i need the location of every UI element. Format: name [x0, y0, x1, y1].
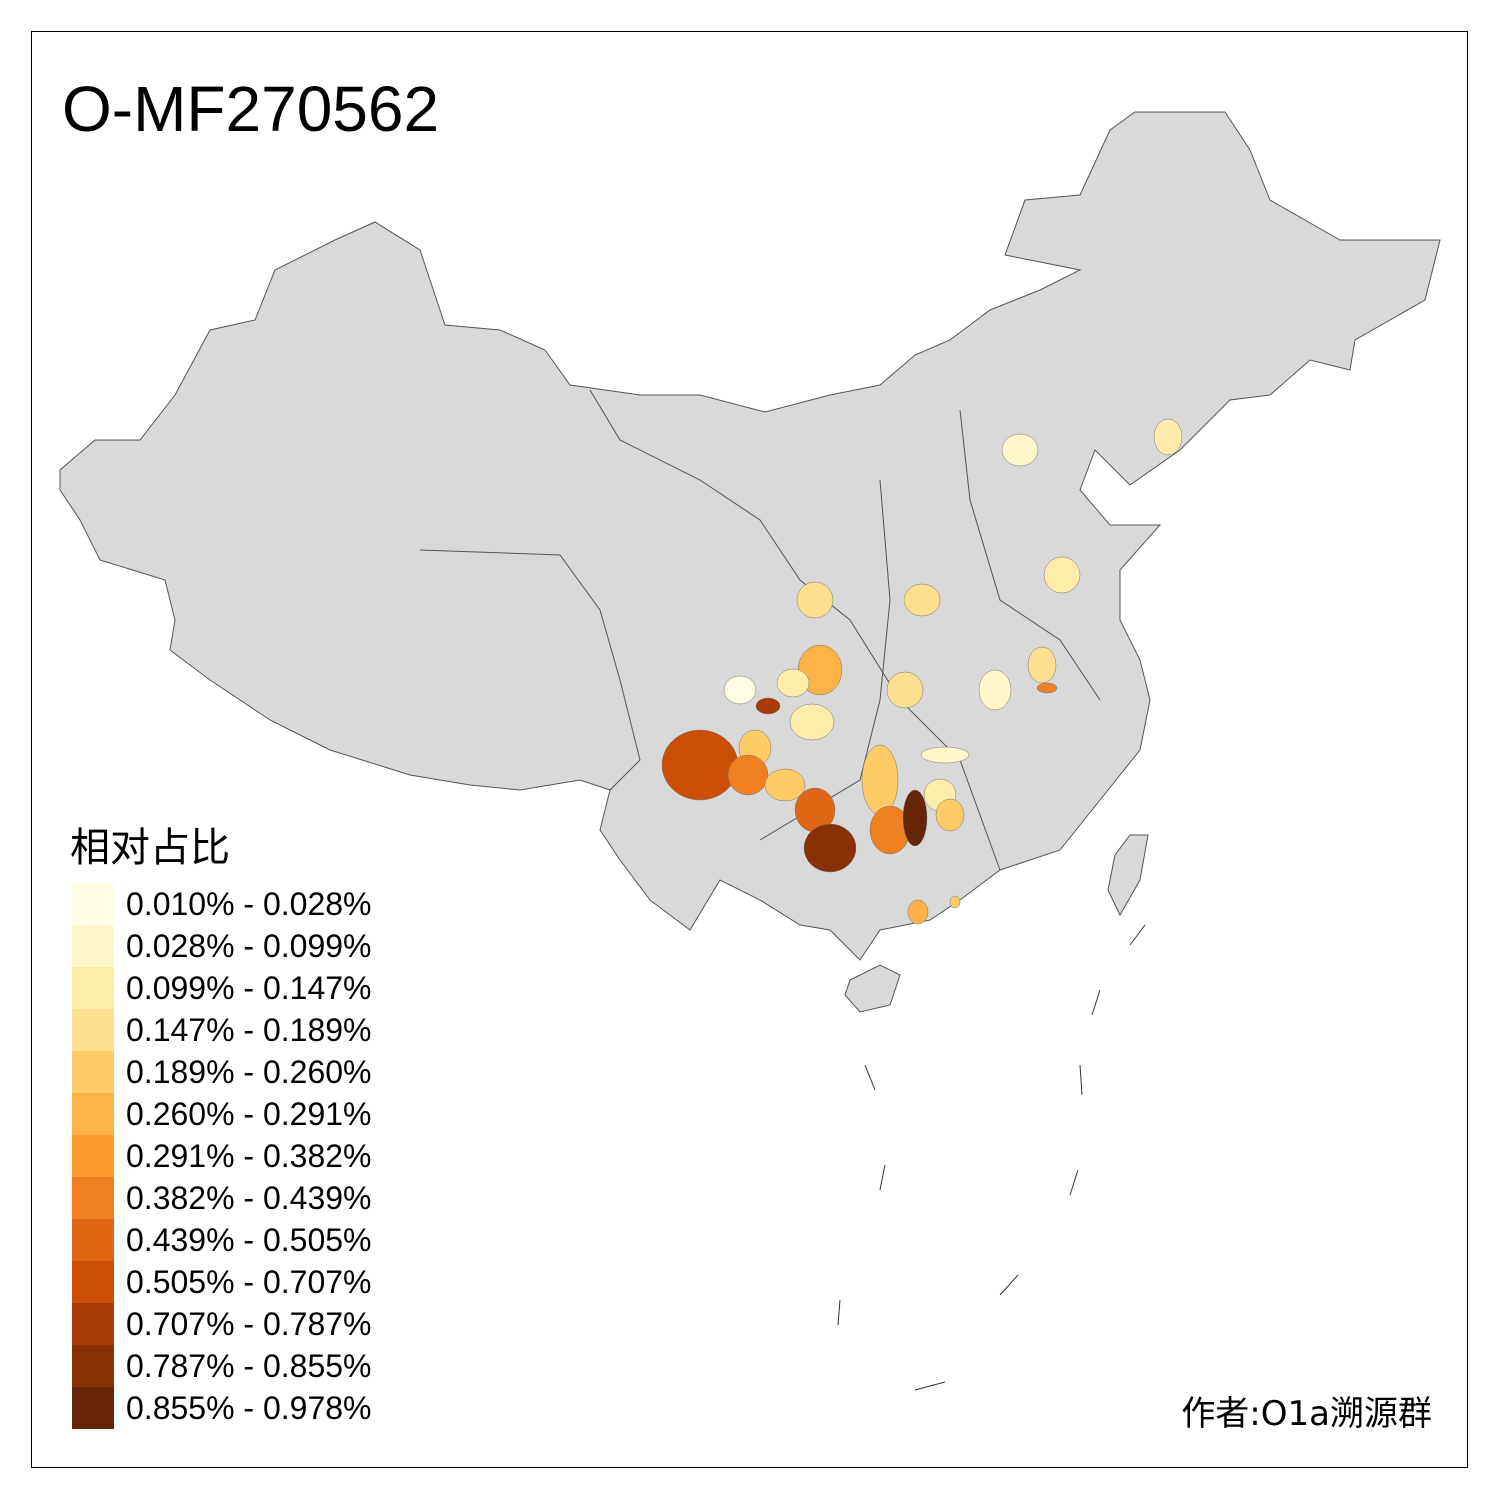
legend-label: 0.260% - 0.291%: [126, 1095, 372, 1132]
region-shape: [902, 789, 928, 847]
legend-swatch: [72, 1261, 114, 1303]
region-shape: [776, 668, 810, 698]
map-frame: [31, 31, 1468, 1468]
region-shape: [935, 798, 965, 832]
region-shape: [907, 899, 929, 925]
legend-swatch: [72, 1093, 114, 1135]
legend-label: 0.382% - 0.439%: [126, 1179, 372, 1216]
legend-swatch: [72, 1135, 114, 1177]
legend-label: 0.787% - 0.855%: [126, 1347, 372, 1384]
region-shape: [789, 703, 835, 741]
region-shape: [978, 669, 1012, 711]
legend-swatch: [72, 1051, 114, 1093]
highlighted-regions: [661, 418, 1183, 925]
legend-item: 0.439% - 0.505%: [72, 1219, 372, 1261]
legend-swatch: [72, 1219, 114, 1261]
legend: 0.010% - 0.028% 0.028% - 0.099% 0.099% - 0…: [72, 883, 372, 1429]
legend-swatch: [72, 1345, 114, 1387]
legend-item: 0.028% - 0.099%: [72, 925, 372, 967]
legend-label: 0.439% - 0.505%: [126, 1221, 372, 1258]
region-shape: [803, 823, 857, 873]
legend-item: 0.260% - 0.291%: [72, 1093, 372, 1135]
region-shape: [1043, 556, 1081, 594]
region-shape: [949, 895, 961, 909]
legend-item: 0.787% - 0.855%: [72, 1345, 372, 1387]
map-title: O-MF270562: [62, 73, 440, 145]
region-shape: [886, 671, 924, 709]
region-shape: [755, 697, 781, 715]
region-shape: [764, 768, 806, 802]
legend-swatch: [72, 1387, 114, 1429]
taiwan-island: [1107, 834, 1149, 917]
legend-label: 0.707% - 0.787%: [126, 1305, 372, 1342]
legend-item: 0.382% - 0.439%: [72, 1177, 372, 1219]
legend-swatch: [72, 1009, 114, 1051]
author-credit: 作者:O1a溯源群: [1181, 1394, 1432, 1434]
region-shape: [861, 744, 899, 816]
legend-swatch: [72, 1177, 114, 1219]
legend-item: 0.855% - 0.978%: [72, 1387, 372, 1429]
region-shape: [1153, 418, 1183, 456]
region-shape: [796, 581, 834, 619]
legend-label: 0.505% - 0.707%: [126, 1263, 372, 1300]
legend-item: 0.291% - 0.382%: [72, 1135, 372, 1177]
china-mainland: [59, 111, 1441, 961]
legend-title: 相对占比: [70, 825, 230, 871]
region-shape: [903, 583, 941, 617]
legend-label: 0.855% - 0.978%: [126, 1389, 372, 1426]
region-shape: [1001, 433, 1039, 467]
region-shape: [1036, 682, 1058, 694]
south-china-sea-islands: [837, 924, 1146, 1391]
legend-swatch: [72, 925, 114, 967]
legend-item: 0.010% - 0.028%: [72, 883, 372, 925]
hainan-island: [844, 964, 901, 1013]
legend-label: 0.028% - 0.099%: [126, 927, 372, 964]
legend-label: 0.291% - 0.382%: [126, 1137, 372, 1174]
region-shape: [723, 675, 757, 705]
legend-label: 0.099% - 0.147%: [126, 969, 372, 1006]
region-shape: [1027, 646, 1057, 684]
region-shape: [661, 729, 739, 801]
region-shape: [727, 754, 769, 796]
legend-item: 0.505% - 0.707%: [72, 1261, 372, 1303]
legend-label: 0.010% - 0.028%: [126, 885, 372, 922]
legend-item: 0.189% - 0.260%: [72, 1051, 372, 1093]
legend-swatch: [72, 883, 114, 925]
legend-swatch: [72, 967, 114, 1009]
legend-swatch: [72, 1303, 114, 1345]
region-shape: [920, 746, 970, 764]
legend-item: 0.147% - 0.189%: [72, 1009, 372, 1051]
legend-item: 0.707% - 0.787%: [72, 1303, 372, 1345]
legend-label: 0.189% - 0.260%: [126, 1053, 372, 1090]
legend-item: 0.099% - 0.147%: [72, 967, 372, 1009]
legend-label: 0.147% - 0.189%: [126, 1011, 372, 1048]
